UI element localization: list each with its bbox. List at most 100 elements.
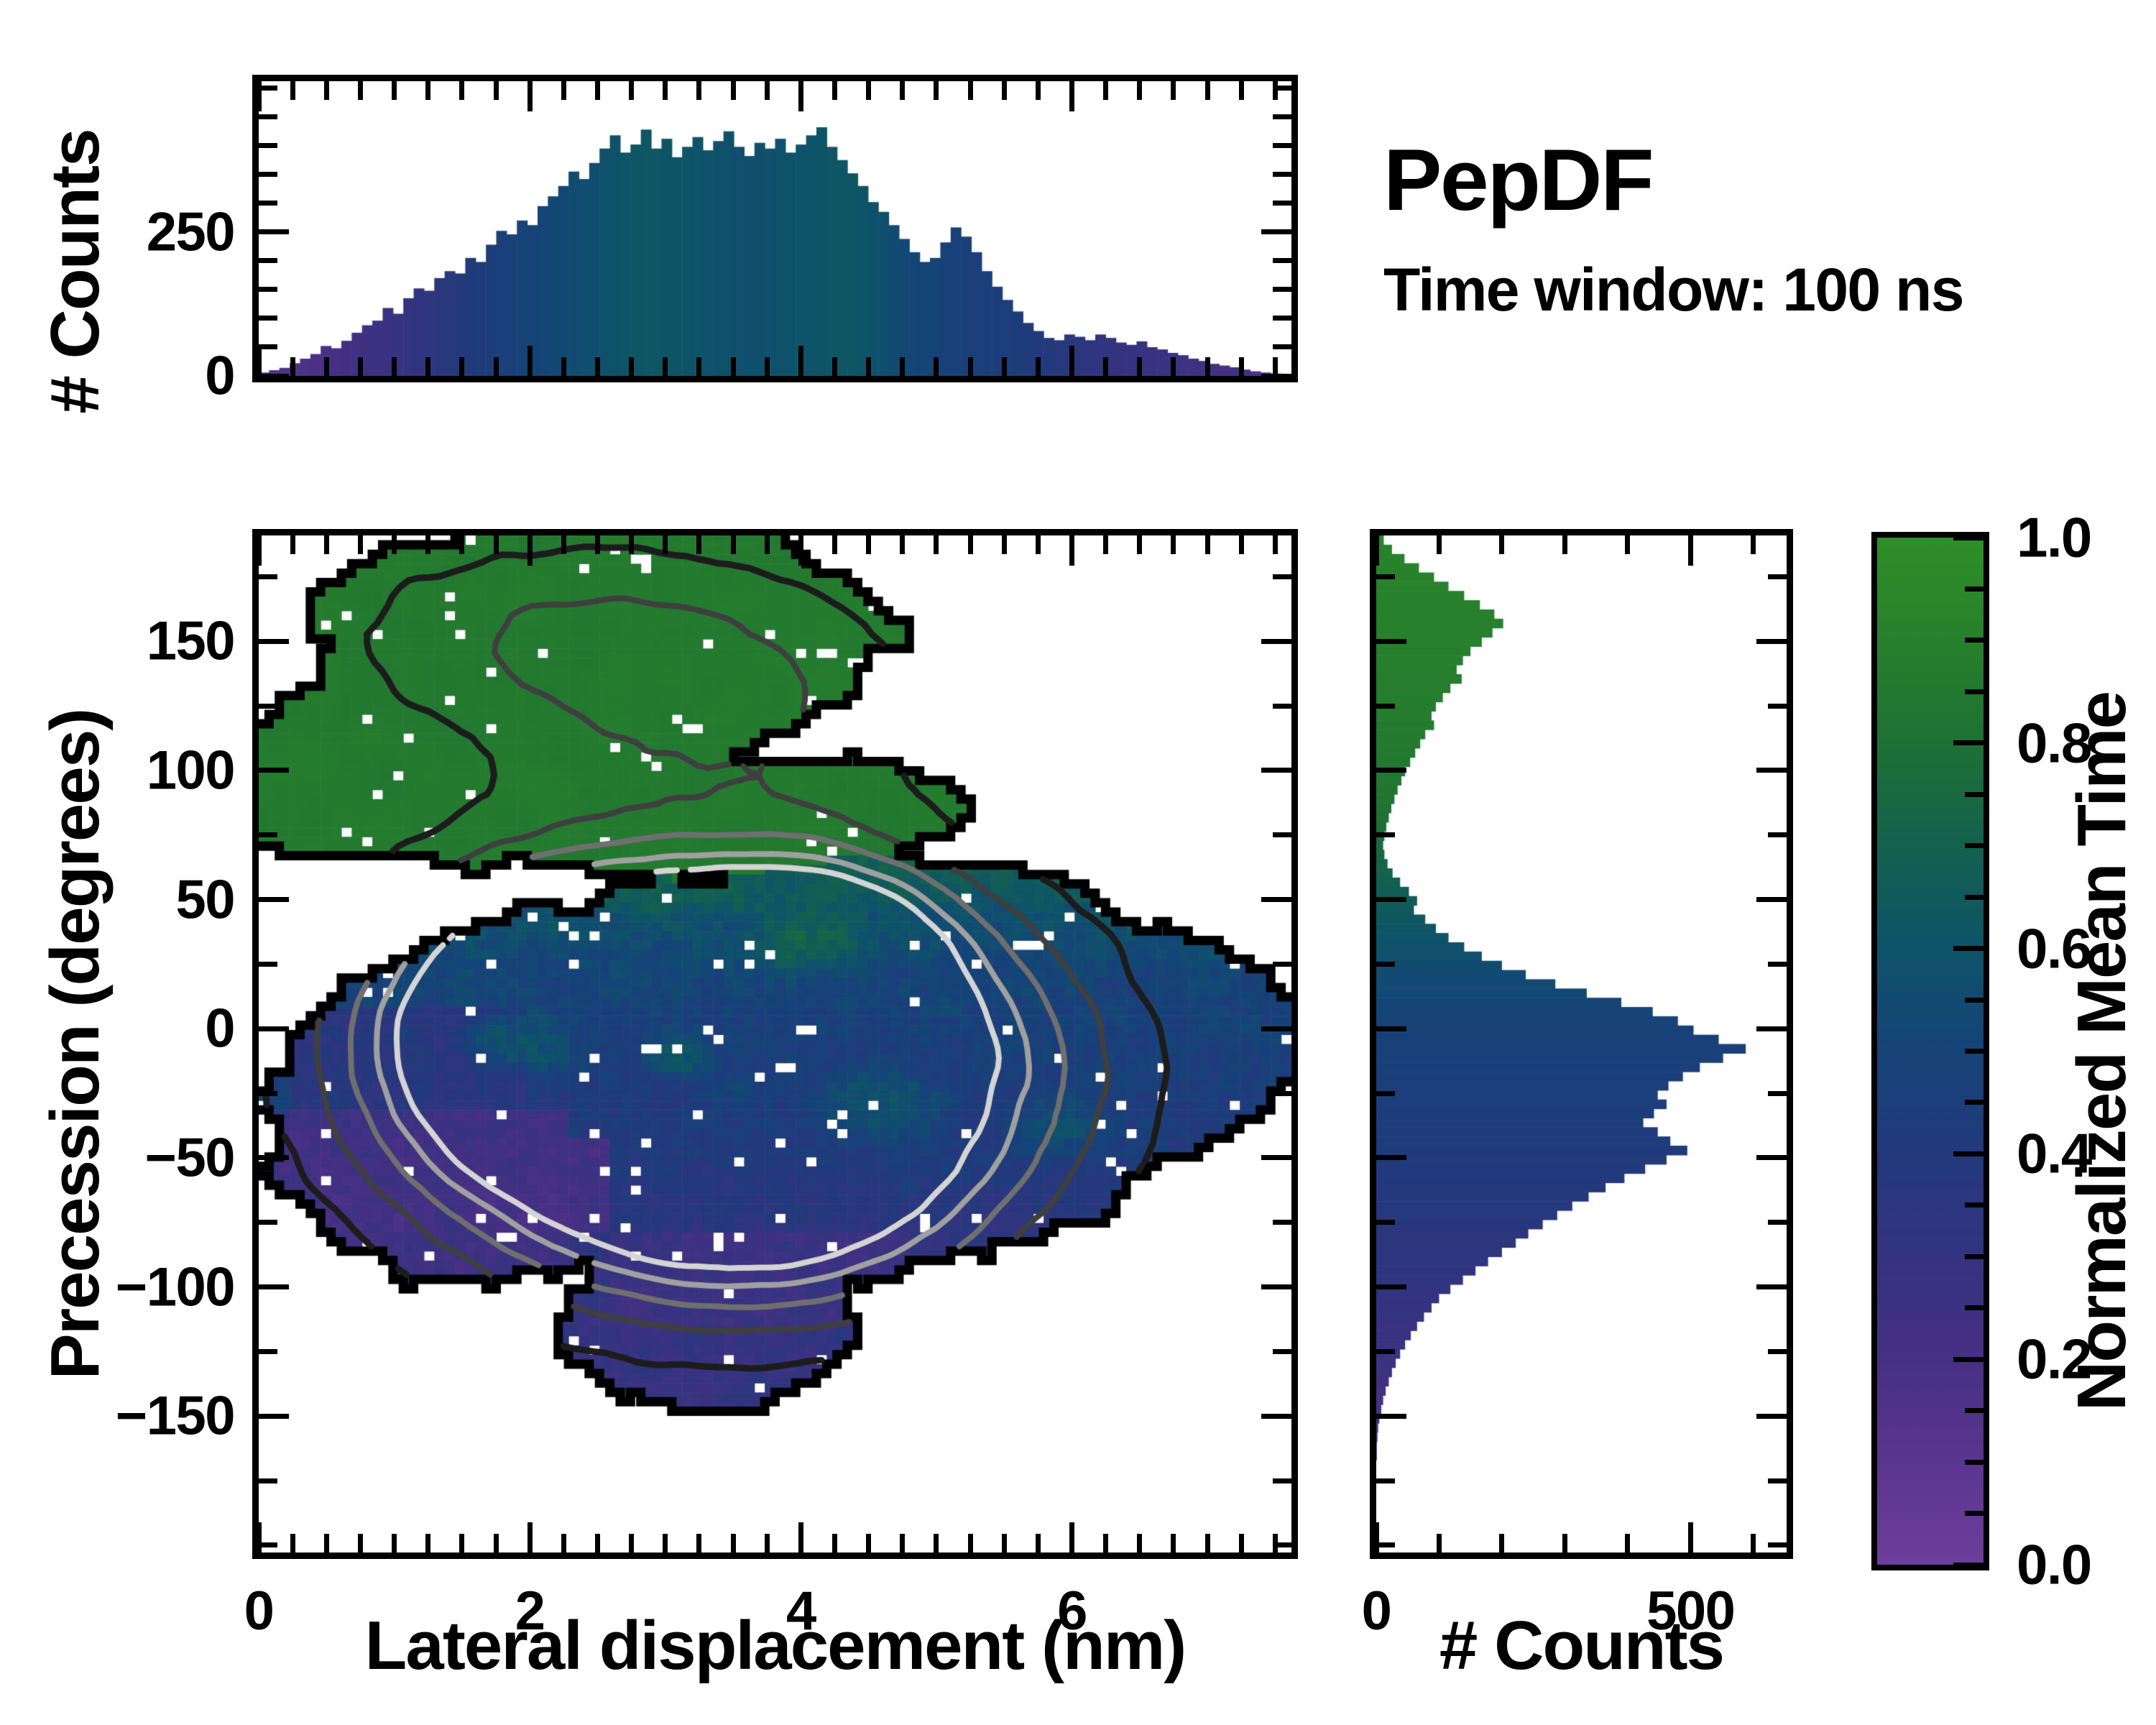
axis-tick: [259, 638, 277, 644]
axis-tick: [1965, 1202, 1984, 1208]
axis-tick: [357, 357, 363, 376]
axis-tick: [1687, 535, 1693, 554]
axis-tick: [1965, 1151, 1984, 1156]
axis-tick: [1768, 832, 1787, 838]
axis-tick: [1273, 1090, 1291, 1096]
axis-tick: [1625, 1534, 1631, 1552]
axis-tick: [798, 535, 803, 554]
axis-tick: [493, 81, 499, 100]
axis-tick: [1562, 535, 1567, 554]
axis-tick: [1965, 1459, 1984, 1465]
axis-tick: [1376, 1478, 1395, 1484]
axis-tick: [493, 1534, 499, 1552]
axis-tick: [696, 81, 702, 100]
axis-tick: [629, 535, 635, 554]
axis-tick: [1069, 357, 1074, 376]
axis-tick: [290, 357, 295, 376]
axis-tick: [1137, 357, 1143, 376]
axis-tick: [1768, 1542, 1787, 1548]
axis-tick: [256, 535, 262, 554]
axis-tick: [1171, 1534, 1176, 1552]
axis-tick: [1001, 81, 1007, 100]
colorbar-tick-label: 1.0: [2017, 505, 2092, 569]
axis-tick: [1001, 535, 1007, 554]
axis-tick: [1376, 1220, 1395, 1225]
x-tick-label: 2: [515, 1581, 545, 1642]
axis-tick: [1273, 344, 1291, 350]
axis-tick: [259, 344, 277, 350]
colorbar-tick-label: 0.2: [2017, 1327, 2092, 1391]
axis-tick: [357, 535, 363, 554]
axis-tick: [256, 357, 262, 376]
axis-tick: [1965, 1049, 1984, 1054]
axis-tick: [1001, 357, 1007, 376]
axis-tick: [696, 357, 702, 376]
axis-tick: [1965, 1100, 1984, 1105]
right-hist-x-axis-title: # Counts: [1439, 1607, 1725, 1684]
axis-tick: [259, 1220, 277, 1225]
axis-tick: [1965, 997, 1984, 1003]
axis-tick: [259, 1478, 277, 1484]
axis-tick: [1965, 894, 1984, 900]
axis-tick: [1273, 316, 1291, 321]
axis-tick: [900, 1534, 906, 1552]
axis-tick: [323, 535, 329, 554]
axis-tick: [1273, 143, 1291, 149]
axis-tick: [1273, 1026, 1291, 1031]
axis-tick: [1499, 535, 1505, 554]
axis-tick: [527, 1534, 533, 1552]
axis-tick: [1273, 1478, 1291, 1484]
axis-tick: [798, 81, 803, 100]
axis-tick: [866, 357, 872, 376]
axis-tick: [1965, 638, 1984, 643]
axis-tick: [900, 357, 906, 376]
colorbar-tick-label: 0.4: [2017, 1121, 2092, 1185]
axis-tick: [357, 81, 363, 100]
axis-tick: [1035, 535, 1041, 554]
axis-tick: [831, 81, 837, 100]
axis-tick: [594, 81, 600, 100]
axis-tick: [1376, 1090, 1395, 1096]
axis-tick: [459, 81, 465, 100]
axis-tick: [425, 357, 431, 376]
axis-tick: [1137, 1534, 1143, 1552]
axis-tick: [1204, 1534, 1210, 1552]
axis-tick: [259, 574, 277, 579]
axis-tick: [1768, 1155, 1787, 1161]
axis-tick: [1273, 1542, 1291, 1548]
axis-tick: [1768, 638, 1787, 644]
axis-tick: [1103, 81, 1109, 100]
axis-tick: [493, 357, 499, 376]
axis-tick: [425, 1534, 431, 1552]
y-tick-label: −100: [115, 1256, 236, 1318]
axis-tick: [866, 535, 872, 554]
axis-tick: [1204, 81, 1210, 100]
top-histogram-canvas: [259, 81, 1291, 376]
axis-tick: [798, 357, 803, 376]
y-tick-label: −50: [144, 1127, 236, 1189]
axis-tick: [1965, 1356, 1984, 1362]
axis-tick: [1376, 1413, 1395, 1419]
axis-tick: [1069, 1534, 1074, 1552]
top-hist-y-tick-label: 0: [205, 345, 235, 407]
axis-tick: [1273, 373, 1291, 379]
axis-tick: [1273, 229, 1291, 235]
axis-tick: [290, 535, 295, 554]
axis-tick: [866, 1534, 872, 1552]
axis-tick: [1273, 961, 1291, 967]
axis-tick: [1965, 1254, 1984, 1259]
axis-tick: [967, 1534, 973, 1552]
axis-tick: [594, 1534, 600, 1552]
axis-tick: [1273, 86, 1291, 91]
axis-tick: [730, 81, 736, 100]
axis-tick: [259, 703, 277, 709]
right-histogram-axes: [1370, 529, 1793, 1559]
axis-tick: [1965, 1562, 1984, 1568]
axis-tick: [259, 1413, 277, 1419]
axis-tick: [730, 535, 736, 554]
axis-tick: [1204, 535, 1210, 554]
axis-tick: [459, 1534, 465, 1552]
axis-tick: [1768, 1478, 1787, 1484]
axis-tick: [561, 357, 566, 376]
axis-tick: [866, 81, 872, 100]
